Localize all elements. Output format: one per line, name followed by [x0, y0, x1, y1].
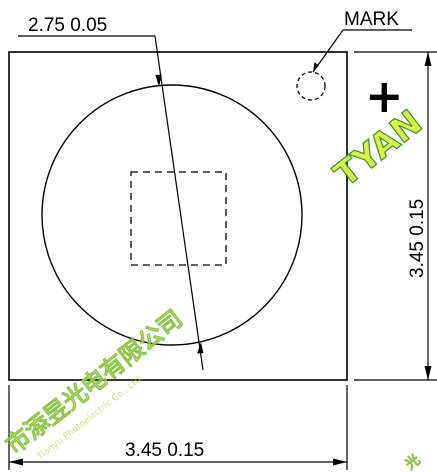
chip-outline [130, 171, 227, 266]
width-label: 3.45 0.15 [125, 440, 204, 461]
watermark-fragment-bottom-right: 光 [401, 451, 424, 473]
mark-circle [296, 71, 326, 101]
diameter-arrow-top [155, 74, 162, 87]
svg-text:光: 光 [401, 451, 423, 473]
svg-text:市添昱光电有限公司: 市添昱光电有限公司 [0, 305, 187, 460]
package-body [8, 51, 348, 381]
watermark-company-cn: 市添昱光电有限公司 [0, 304, 188, 460]
diameter-label: 2.75 0.05 [28, 15, 107, 36]
width-arrow-left [9, 458, 23, 466]
height-arrow-bottom [424, 366, 432, 380]
diameter-arrow-bottom [197, 342, 204, 354]
mark-arrowhead [313, 62, 319, 72]
mark-label: MARK [344, 9, 399, 30]
polarity-plus-symbol: + [365, 69, 404, 123]
height-arrow-top [424, 52, 432, 66]
lens-circle [41, 84, 303, 346]
width-arrow-right [333, 458, 347, 466]
diameter-leader-line [154, 35, 204, 371]
height-label: 3.45 0.15 [407, 199, 428, 278]
